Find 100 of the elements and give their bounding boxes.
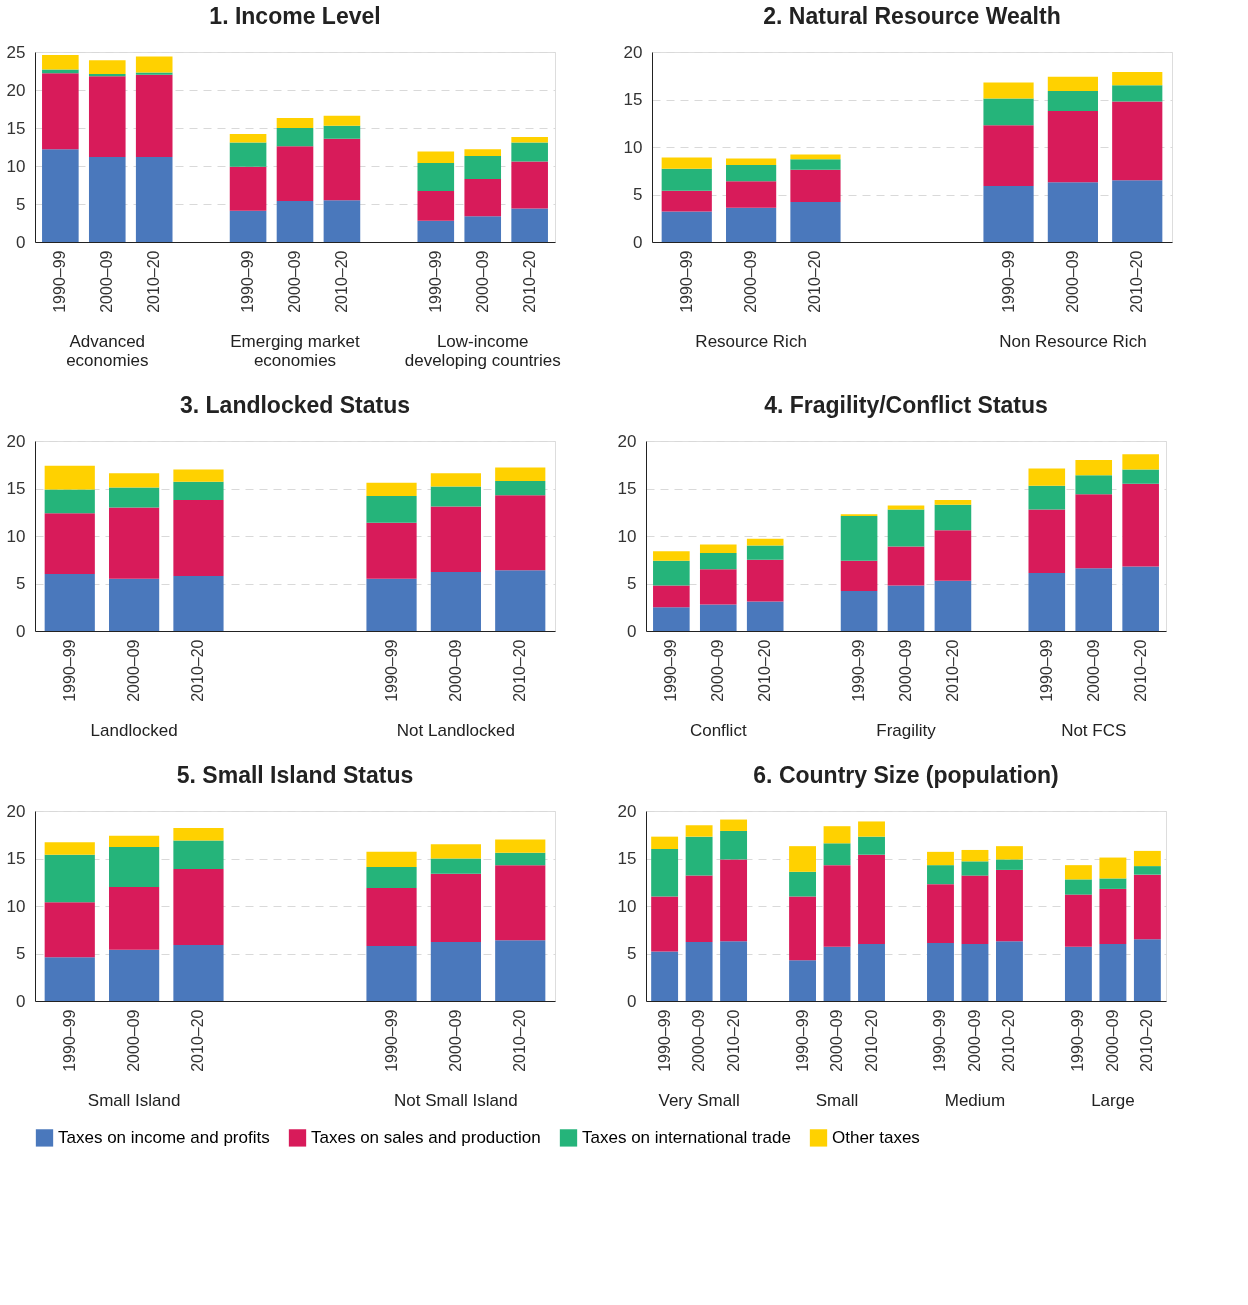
x-tick-label: 2010–20: [943, 639, 961, 702]
y-tick-label: 0: [16, 621, 26, 641]
y-tick-label: 10: [6, 526, 26, 546]
text: Not Landlocked: [396, 721, 515, 740]
x-tick-label: 1990–99: [1037, 639, 1055, 702]
x-tick-label: 2010–20: [332, 250, 350, 313]
x-tick-label: 2000–09: [446, 639, 464, 702]
text: Emerging market economies: [230, 332, 360, 370]
x-tick-label: 1990–99: [382, 639, 400, 702]
x-tick-label: 2010–20: [145, 250, 163, 313]
x-tick-label: 1990–99: [662, 639, 680, 702]
text: Medium: [944, 1091, 1006, 1110]
x-tick-label: 2000–09: [690, 1009, 708, 1072]
y-tick-label: 0: [16, 232, 26, 252]
y-tick-label: 5: [627, 574, 637, 593]
x-tick-label: 2010–20: [1128, 250, 1146, 313]
y-tick-label: 20: [617, 431, 637, 451]
x-tick-label: 2000–09: [286, 250, 303, 313]
x-tick-label: 2000–09: [709, 639, 727, 702]
text: Non Resource Rich: [999, 332, 1147, 351]
y-tick-label: 20: [6, 431, 26, 451]
y-tick-label: 10: [6, 896, 26, 916]
y-tick-label: 0: [16, 991, 26, 1011]
y-tick-label: 10: [617, 896, 637, 916]
x-tick-label: 1990–99: [655, 1009, 673, 1072]
chart-title: 6. Country Size (population): [753, 762, 1059, 788]
text: Very Small: [658, 1091, 740, 1110]
y-tick-label: 10: [617, 526, 637, 546]
legend-label: Taxes on income and profits: [58, 1127, 270, 1147]
x-tick-label: 1990–99: [931, 1009, 949, 1072]
y-tick-label: 15: [6, 118, 26, 138]
y-tick-label: 5: [633, 185, 643, 204]
x-tick-label: 1990–99: [426, 250, 444, 313]
x-tick-label: 2000–09: [446, 1009, 464, 1072]
x-tick-label: 2010–20: [511, 639, 529, 702]
y-tick-label: 5: [627, 944, 637, 963]
x-tick-label: 2000–09: [828, 1009, 846, 1072]
x-tick-label: 2000–09: [965, 1009, 983, 1072]
x-tick-label: 2010–20: [806, 250, 824, 313]
y-tick-label: 25: [6, 42, 26, 62]
x-tick-label: 1990–99: [1069, 1009, 1087, 1072]
y-tick-label: 20: [6, 801, 26, 821]
y-tick-label: 0: [627, 621, 637, 641]
x-tick-label: 2010–20: [189, 1009, 207, 1072]
y-tick-label: 5: [16, 194, 26, 214]
x-tick-label: 2000–09: [125, 639, 143, 702]
y-tick-label: 20: [6, 80, 26, 100]
x-tick-label: 2010–20: [756, 639, 774, 702]
x-tick-label: 2000–09: [125, 1009, 143, 1072]
text: Conflict: [689, 721, 747, 740]
text: Small Island: [87, 1091, 181, 1110]
x-tick-label: 1990–99: [239, 250, 257, 313]
text: Not FCS: [1061, 721, 1127, 740]
y-tick-label: 15: [617, 849, 637, 868]
x-tick-label: 1990–99: [677, 250, 695, 313]
x-tick-label: 1990–99: [850, 639, 868, 702]
x-tick-label: 2000–09: [98, 250, 116, 313]
y-tick-label: 10: [6, 156, 26, 176]
chart-title: 3. Landlocked Status: [179, 392, 411, 418]
legend-label: Other taxes: [832, 1127, 920, 1147]
x-tick-label: 1990–99: [51, 250, 69, 313]
legend-label: Taxes on sales and production: [311, 1127, 541, 1147]
y-tick-label: 0: [627, 991, 637, 1011]
x-tick-label: 2000–09: [1063, 250, 1081, 313]
x-tick-label: 2000–09: [742, 250, 760, 313]
text: Not Small Island: [394, 1091, 518, 1110]
x-tick-label: 1990–99: [60, 639, 78, 702]
text: Advanced economies: [66, 332, 149, 370]
x-tick-label: 2000–09: [897, 639, 914, 702]
x-tick-label: 1990–99: [999, 250, 1017, 313]
chart-title: 2. Natural Resource Wealth: [763, 3, 1061, 29]
x-tick-label: 2010–20: [1138, 1009, 1156, 1072]
y-tick-label: 5: [16, 574, 26, 593]
y-tick-label: 20: [623, 42, 643, 62]
chart-title: 4. Fragility/Conflict Status: [764, 392, 1048, 418]
x-tick-label: 1990–99: [793, 1009, 811, 1072]
y-tick-label: 10: [623, 137, 643, 157]
x-tick-label: 2010–20: [520, 250, 538, 313]
text: Fragility: [876, 721, 937, 740]
chart-title: 1. Income Level: [209, 3, 381, 29]
x-tick-label: 2010–20: [189, 639, 207, 702]
text: Resource Rich: [695, 332, 807, 351]
x-tick-label: 1990–99: [382, 1009, 400, 1072]
text: Low-income developing countries: [404, 332, 561, 370]
x-tick-label: 2010–20: [862, 1009, 880, 1072]
x-tick-label: 2000–09: [1103, 1009, 1121, 1072]
x-tick-label: 2000–09: [473, 250, 491, 313]
y-tick-label: 15: [617, 479, 637, 498]
x-tick-label: 1990–99: [60, 1009, 78, 1072]
legend-label: Taxes on international trade: [582, 1127, 791, 1147]
x-tick-label: 2010–20: [724, 1009, 742, 1072]
y-tick-label: 5: [16, 944, 26, 963]
y-tick-label: 20: [617, 801, 637, 821]
text: Landlocked: [90, 721, 178, 740]
x-tick-label: 2000–09: [1084, 639, 1102, 702]
y-tick-label: 0: [633, 232, 643, 252]
text: Small: [815, 1091, 859, 1110]
text: Large: [1091, 1091, 1135, 1110]
y-tick-label: 15: [6, 479, 26, 498]
x-tick-label: 2010–20: [511, 1009, 529, 1072]
